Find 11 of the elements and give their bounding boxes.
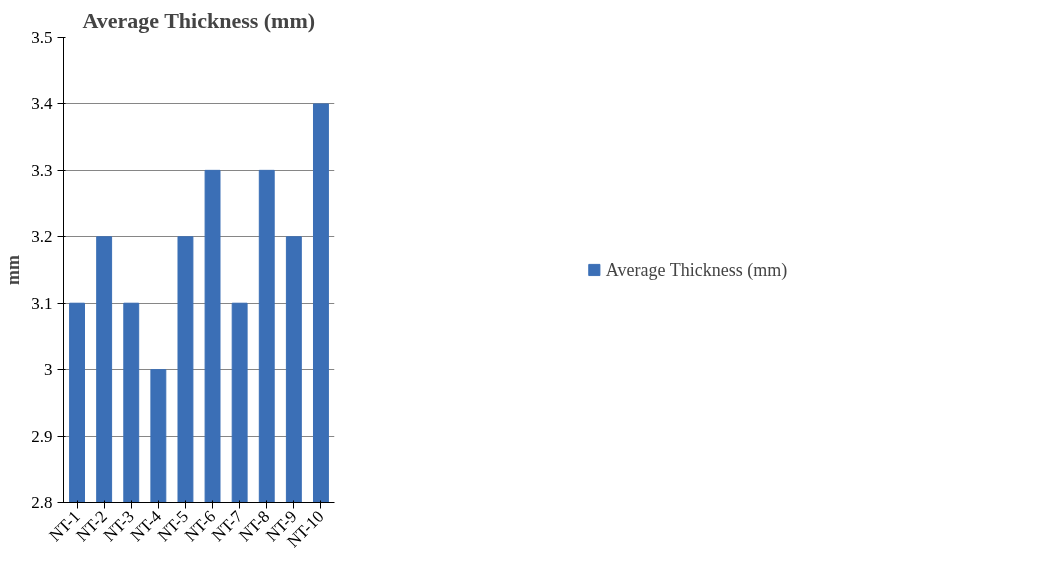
y-tick-label: 3.5 (31, 28, 53, 47)
y-tick-label: 2.8 (31, 493, 53, 512)
y-tick-label: 3.3 (31, 160, 53, 180)
y-tick-label: 3.1 (31, 293, 53, 313)
legend-label: Average Thickness (mm) (605, 259, 788, 280)
y-tick-label: 3 (44, 360, 53, 380)
y-axis-title: mm (3, 254, 24, 285)
chart-title: Average Thickness (mm) (82, 7, 316, 33)
y-tick-label: 3.2 (31, 227, 53, 247)
y-tick-label: 2.9 (31, 426, 53, 446)
y-tick-label: 3.4 (31, 94, 53, 114)
